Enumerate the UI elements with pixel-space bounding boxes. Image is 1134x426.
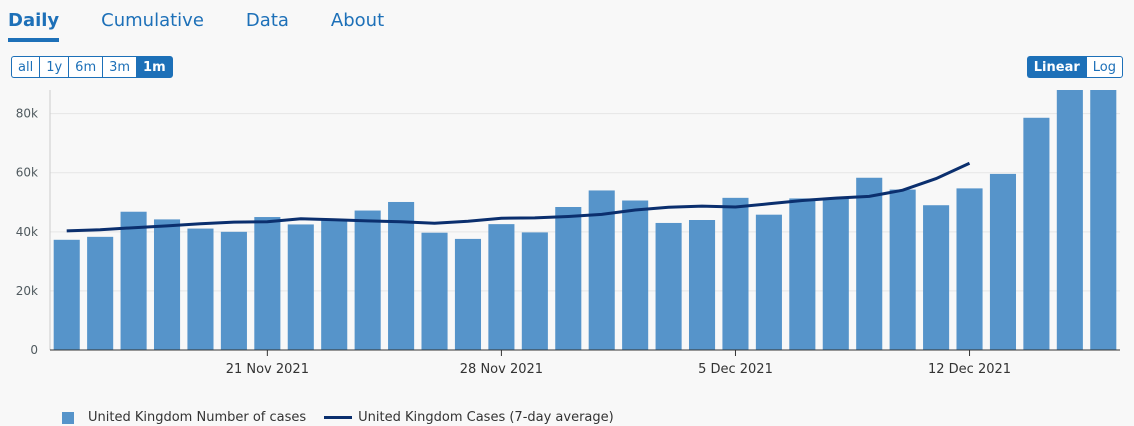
legend: United Kingdom Number of cases United Ki… bbox=[62, 410, 632, 425]
tab-cumulative[interactable]: Cumulative bbox=[101, 10, 204, 31]
legend-item-average: United Kingdom Cases (7-day average) bbox=[324, 410, 614, 425]
bar[interactable] bbox=[655, 222, 682, 350]
range-all-button[interactable]: all bbox=[11, 56, 40, 78]
range-1m-button[interactable]: 1m bbox=[136, 56, 173, 78]
bar[interactable] bbox=[53, 239, 80, 350]
bar[interactable] bbox=[1023, 117, 1050, 350]
range-6m-button[interactable]: 6m bbox=[68, 56, 103, 78]
bar[interactable] bbox=[321, 220, 348, 350]
scale-selector: Linear Log bbox=[1026, 56, 1123, 78]
x-tick-label: 21 Nov 2021 bbox=[226, 362, 309, 377]
bar[interactable] bbox=[555, 207, 582, 350]
legend-item-cases: United Kingdom Number of cases bbox=[62, 410, 306, 425]
bar-series bbox=[53, 90, 1117, 351]
bar[interactable] bbox=[956, 188, 983, 350]
range-3m-button[interactable]: 3m bbox=[102, 56, 137, 78]
range-1y-button[interactable]: 1y bbox=[39, 56, 69, 78]
bar[interactable] bbox=[722, 197, 749, 350]
bar[interactable] bbox=[254, 217, 281, 350]
bar[interactable] bbox=[856, 177, 883, 350]
y-tick-label: 0 bbox=[30, 343, 38, 357]
cases-chart: 0 20k 40k 60k 80k 21 Nov 2021 28 Nov 2021 5 De… bbox=[16, 90, 1120, 377]
bar[interactable] bbox=[755, 214, 782, 350]
x-axis: 21 Nov 2021 28 Nov 2021 5 Dec 2021 12 Dec 2… bbox=[50, 349, 1120, 377]
legend-swatch-average bbox=[324, 416, 353, 419]
tab-daily[interactable]: Daily bbox=[8, 8, 60, 42]
time-range-selector: all 1y 6m 3m 1m bbox=[11, 56, 173, 78]
bar[interactable] bbox=[287, 224, 314, 350]
x-tick-label: 5 Dec 2021 bbox=[698, 362, 773, 377]
bar[interactable] bbox=[989, 173, 1017, 350]
y-tick-label: 40k bbox=[16, 225, 38, 239]
bar[interactable] bbox=[388, 201, 415, 350]
y-axis: 0 20k 40k 60k 80k bbox=[16, 90, 51, 357]
bar[interactable] bbox=[354, 210, 381, 350]
linear-scale-button[interactable]: Linear bbox=[1026, 56, 1086, 78]
tab-data[interactable]: Data bbox=[245, 10, 289, 31]
bar[interactable] bbox=[488, 224, 515, 350]
legend-label-average: United Kingdom Cases (7-day average) bbox=[358, 410, 614, 425]
bar[interactable] bbox=[588, 190, 615, 350]
bar[interactable] bbox=[421, 232, 448, 350]
legend-label-cases: United Kingdom Number of cases bbox=[88, 410, 307, 425]
bar[interactable] bbox=[1056, 90, 1083, 351]
bar[interactable] bbox=[220, 231, 247, 350]
bar[interactable] bbox=[521, 232, 548, 350]
bar[interactable] bbox=[889, 189, 916, 350]
y-tick-label: 80k bbox=[16, 107, 38, 121]
log-scale-button[interactable]: Log bbox=[1085, 56, 1123, 78]
bar[interactable] bbox=[822, 198, 849, 350]
seven-day-average-line bbox=[66, 161, 971, 233]
y-tick-label: 60k bbox=[16, 166, 38, 180]
bar[interactable] bbox=[153, 219, 181, 350]
bar[interactable] bbox=[622, 200, 649, 351]
bar[interactable] bbox=[87, 236, 114, 350]
tab-bar: Daily Cumulative Data About bbox=[8, 8, 426, 42]
bar[interactable] bbox=[688, 220, 716, 350]
bar[interactable] bbox=[454, 238, 482, 350]
tab-about[interactable]: About bbox=[330, 10, 385, 31]
bar[interactable] bbox=[923, 205, 950, 350]
bar[interactable] bbox=[187, 228, 214, 350]
legend-swatch-cases bbox=[62, 411, 74, 424]
y-tick-label: 20k bbox=[16, 284, 38, 298]
bar[interactable] bbox=[120, 211, 147, 350]
bar[interactable] bbox=[1090, 90, 1117, 351]
x-tick-label: 28 Nov 2021 bbox=[460, 362, 543, 377]
bar[interactable] bbox=[789, 198, 816, 350]
x-tick-label: 12 Dec 2021 bbox=[928, 362, 1011, 377]
